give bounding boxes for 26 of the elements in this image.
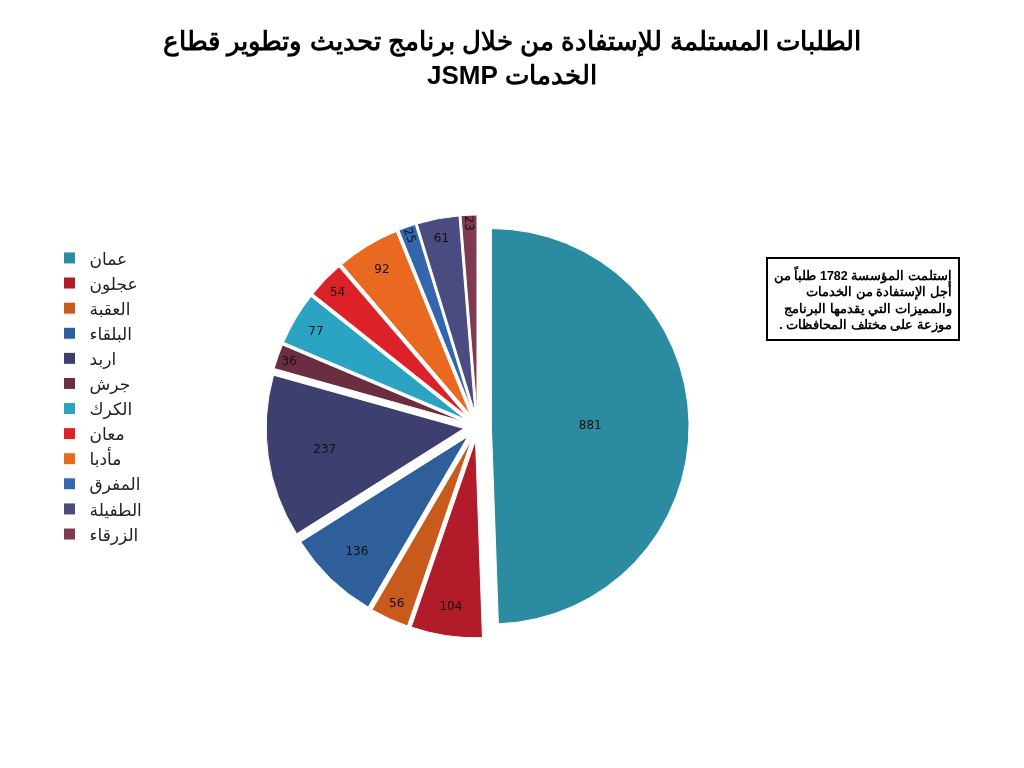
legend-label: العقبة [89,298,131,319]
legend-label: عمان [89,248,128,269]
data-label: 54 [329,284,346,299]
legend-label: جرش [89,374,131,395]
data-label: 25 [400,225,420,245]
chart-title: الطلبات المستلمة للإستفادة من خلال برنامج تحديث وتطوير قطاع الخدمات JSMP [163,25,861,90]
data-label: 136 [345,544,369,559]
data-label: 77 [308,323,324,338]
legend-label: المفرق [89,474,141,495]
legend-label: الزرقاء [89,524,139,545]
legend-label: اربد [89,348,117,369]
data-label: 104 [439,598,463,613]
data-label: 881 [578,417,602,432]
legend-label: عجلون [89,273,138,294]
data-label: 36 [281,353,297,368]
legend-label: مأدبا [89,447,122,470]
legend-label: الطفيلة [89,499,142,520]
data-label: 23 [462,215,477,232]
legend-label: معان [89,424,125,445]
legend-label: الكرك [89,399,133,420]
data-label: 56 [389,595,405,610]
data-label: 61 [433,230,450,245]
data-label: 92 [374,262,390,277]
legend-label: البلقاء [89,323,132,344]
data-label: 237 [313,441,337,456]
text: إستلمت المؤسسة 1782 طلباً من أجل الإستفادة من الخدمات والمميزات التي يقدمها البرنامج موزعة على مختلف المحافظات . [774,265,952,333]
